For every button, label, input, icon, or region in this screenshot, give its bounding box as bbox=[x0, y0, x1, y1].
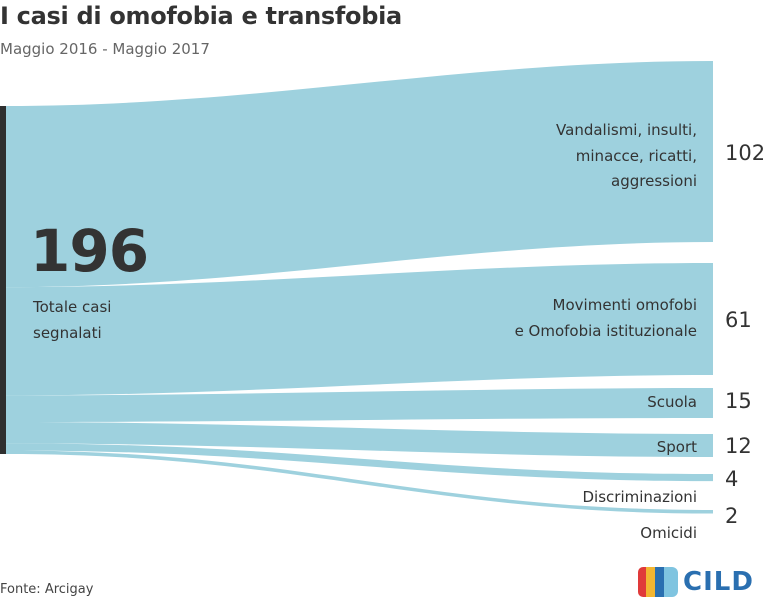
chart-title: I casi di omofobia e transfobia bbox=[0, 2, 402, 30]
logo-blue-block bbox=[655, 567, 665, 597]
logo-red-bar bbox=[638, 567, 647, 597]
target-label-1: minacce, ricatti, bbox=[576, 147, 697, 165]
flow-band-2 bbox=[6, 263, 713, 396]
target-value-2: 61 bbox=[725, 308, 752, 332]
target-value-3: 15 bbox=[725, 389, 752, 413]
source-label-line: segnalati bbox=[33, 324, 102, 342]
target-value-4: 12 bbox=[725, 434, 752, 458]
flow-band-5 bbox=[6, 443, 713, 482]
flow-band-6 bbox=[6, 450, 713, 514]
cild-logo: CILD bbox=[638, 567, 768, 597]
logo-text: CILD bbox=[683, 567, 754, 597]
target-label-1: Vandalismi, insulti, bbox=[556, 121, 697, 139]
target-label-6: Omicidi bbox=[640, 524, 697, 542]
target-value-6: 2 bbox=[725, 504, 738, 528]
target-label-2: e Omofobia istituzionale bbox=[515, 322, 697, 340]
source-bar bbox=[0, 106, 6, 454]
source-label-line: Totale casi bbox=[32, 298, 111, 316]
target-label-1: aggressioni bbox=[611, 172, 697, 190]
target-label-4: Sport bbox=[657, 438, 697, 456]
chart-subtitle: Maggio 2016 - Maggio 2017 bbox=[0, 40, 210, 58]
source-total-value: 196 bbox=[30, 217, 148, 285]
flow-band-3 bbox=[6, 388, 713, 423]
source-note: Fonte: Arcigay bbox=[0, 582, 94, 597]
target-value-5: 4 bbox=[725, 467, 738, 491]
flow-band-1 bbox=[6, 61, 713, 288]
logo-yellow-block bbox=[646, 567, 656, 597]
target-label-5: Discriminazioni bbox=[583, 488, 698, 506]
target-label-3: Scuola bbox=[647, 393, 697, 411]
logo-lightblue-block bbox=[664, 567, 678, 597]
target-label-2: Movimenti omofobi bbox=[553, 296, 697, 314]
flow-band-4 bbox=[6, 422, 713, 457]
target-value-1: 102 bbox=[725, 141, 765, 165]
